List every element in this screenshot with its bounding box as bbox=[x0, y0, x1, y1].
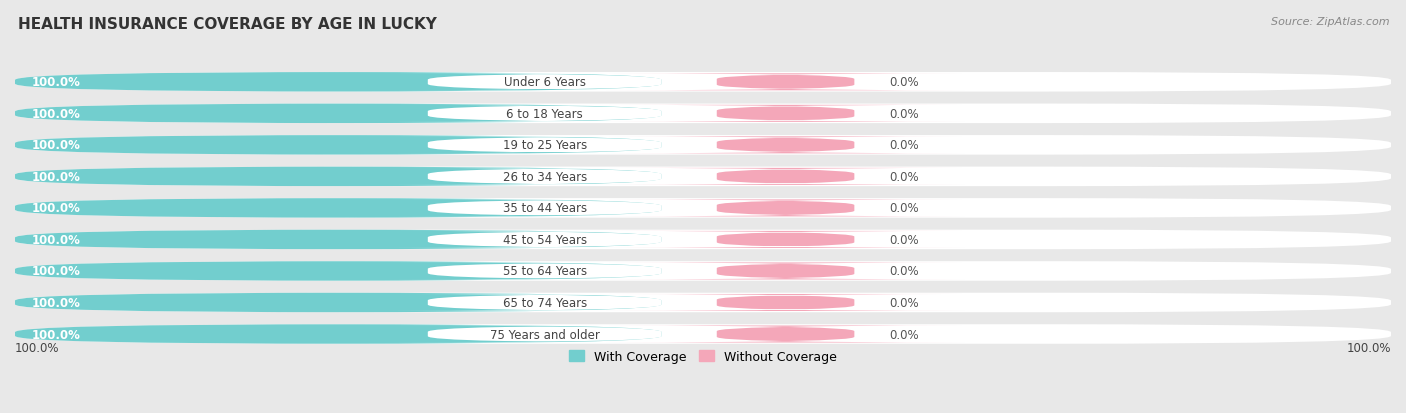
FancyBboxPatch shape bbox=[387, 231, 703, 248]
FancyBboxPatch shape bbox=[15, 293, 662, 313]
FancyBboxPatch shape bbox=[387, 263, 703, 280]
FancyBboxPatch shape bbox=[15, 167, 1391, 187]
FancyBboxPatch shape bbox=[387, 326, 703, 343]
FancyBboxPatch shape bbox=[15, 167, 662, 187]
FancyBboxPatch shape bbox=[387, 294, 703, 311]
Text: 100.0%: 100.0% bbox=[1347, 341, 1391, 354]
Text: 45 to 54 Years: 45 to 54 Years bbox=[503, 233, 586, 246]
FancyBboxPatch shape bbox=[15, 261, 662, 281]
Text: Source: ZipAtlas.com: Source: ZipAtlas.com bbox=[1271, 17, 1389, 26]
FancyBboxPatch shape bbox=[606, 106, 965, 123]
FancyBboxPatch shape bbox=[15, 261, 1391, 281]
Text: 0.0%: 0.0% bbox=[889, 139, 918, 152]
FancyBboxPatch shape bbox=[15, 230, 662, 249]
Text: 75 Years and older: 75 Years and older bbox=[489, 328, 600, 341]
Text: HEALTH INSURANCE COVERAGE BY AGE IN LUCKY: HEALTH INSURANCE COVERAGE BY AGE IN LUCK… bbox=[18, 17, 437, 31]
FancyBboxPatch shape bbox=[606, 137, 965, 154]
Text: 55 to 64 Years: 55 to 64 Years bbox=[503, 265, 586, 278]
Text: 0.0%: 0.0% bbox=[889, 233, 918, 246]
Text: 100.0%: 100.0% bbox=[31, 296, 80, 309]
FancyBboxPatch shape bbox=[606, 294, 965, 311]
Text: 0.0%: 0.0% bbox=[889, 171, 918, 183]
FancyBboxPatch shape bbox=[15, 104, 1391, 124]
Text: 100.0%: 100.0% bbox=[31, 328, 80, 341]
Text: 35 to 44 Years: 35 to 44 Years bbox=[503, 202, 586, 215]
Text: 0.0%: 0.0% bbox=[889, 296, 918, 309]
Legend: With Coverage, Without Coverage: With Coverage, Without Coverage bbox=[564, 345, 842, 368]
FancyBboxPatch shape bbox=[387, 169, 703, 185]
Text: 100.0%: 100.0% bbox=[15, 341, 59, 354]
FancyBboxPatch shape bbox=[606, 169, 965, 185]
Text: 26 to 34 Years: 26 to 34 Years bbox=[502, 171, 586, 183]
FancyBboxPatch shape bbox=[15, 199, 662, 218]
FancyBboxPatch shape bbox=[15, 230, 1391, 249]
Text: 100.0%: 100.0% bbox=[31, 139, 80, 152]
FancyBboxPatch shape bbox=[15, 73, 662, 93]
Text: 100.0%: 100.0% bbox=[31, 265, 80, 278]
FancyBboxPatch shape bbox=[15, 104, 662, 124]
FancyBboxPatch shape bbox=[387, 74, 703, 91]
FancyBboxPatch shape bbox=[15, 136, 662, 155]
FancyBboxPatch shape bbox=[387, 106, 703, 123]
Text: 100.0%: 100.0% bbox=[31, 202, 80, 215]
Text: 6 to 18 Years: 6 to 18 Years bbox=[506, 107, 583, 121]
Text: 0.0%: 0.0% bbox=[889, 265, 918, 278]
FancyBboxPatch shape bbox=[606, 231, 965, 248]
Text: 0.0%: 0.0% bbox=[889, 202, 918, 215]
Text: Under 6 Years: Under 6 Years bbox=[503, 76, 586, 89]
Text: 0.0%: 0.0% bbox=[889, 107, 918, 121]
FancyBboxPatch shape bbox=[606, 263, 965, 280]
Text: 19 to 25 Years: 19 to 25 Years bbox=[502, 139, 586, 152]
Text: 0.0%: 0.0% bbox=[889, 76, 918, 89]
Text: 100.0%: 100.0% bbox=[31, 171, 80, 183]
FancyBboxPatch shape bbox=[387, 137, 703, 154]
FancyBboxPatch shape bbox=[606, 74, 965, 91]
Text: 65 to 74 Years: 65 to 74 Years bbox=[502, 296, 586, 309]
Text: 0.0%: 0.0% bbox=[889, 328, 918, 341]
FancyBboxPatch shape bbox=[15, 136, 1391, 155]
FancyBboxPatch shape bbox=[606, 326, 965, 343]
Text: 100.0%: 100.0% bbox=[31, 233, 80, 246]
FancyBboxPatch shape bbox=[15, 325, 1391, 344]
FancyBboxPatch shape bbox=[606, 200, 965, 217]
Text: 100.0%: 100.0% bbox=[31, 76, 80, 89]
Text: 100.0%: 100.0% bbox=[31, 107, 80, 121]
FancyBboxPatch shape bbox=[387, 200, 703, 217]
FancyBboxPatch shape bbox=[15, 73, 1391, 93]
FancyBboxPatch shape bbox=[15, 293, 1391, 313]
FancyBboxPatch shape bbox=[15, 199, 1391, 218]
FancyBboxPatch shape bbox=[15, 325, 662, 344]
